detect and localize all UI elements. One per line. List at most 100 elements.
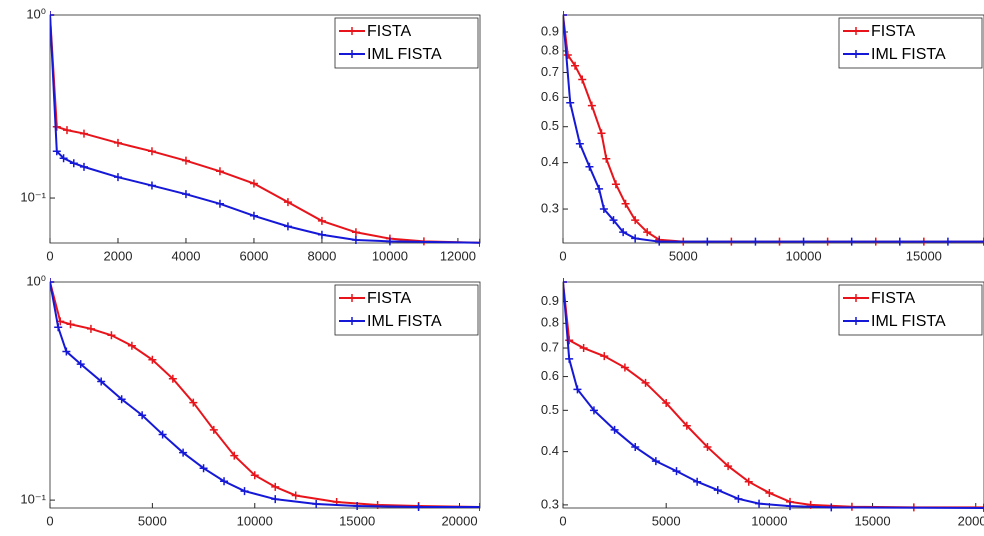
x-tick-label: 15000 — [339, 513, 375, 528]
x-tick-label: 0 — [559, 513, 566, 528]
marker — [641, 378, 650, 387]
marker — [566, 98, 575, 107]
marker — [291, 491, 300, 500]
marker — [703, 443, 712, 452]
marker — [179, 448, 188, 457]
marker — [138, 411, 147, 420]
legend-label: FISTA — [367, 23, 411, 40]
marker — [148, 355, 157, 364]
marker — [317, 216, 326, 225]
marker — [249, 179, 258, 188]
x-tick-label: 20000 — [441, 513, 477, 528]
x-tick-label: 15000 — [906, 248, 942, 263]
x-tick-label: 5000 — [652, 513, 681, 528]
plot-lines — [563, 11, 984, 246]
x-tick-label: 2000 — [104, 248, 133, 263]
marker — [54, 323, 63, 332]
marker — [414, 502, 423, 511]
y-tick-label: 0.9 — [541, 23, 559, 38]
marker — [631, 234, 640, 243]
marker — [595, 184, 604, 193]
marker — [373, 500, 382, 509]
marker — [682, 421, 691, 430]
marker — [271, 495, 280, 504]
marker — [351, 235, 360, 244]
marker — [579, 344, 588, 353]
x-tick-label: 15000 — [854, 513, 890, 528]
marker — [168, 374, 177, 383]
marker — [476, 238, 480, 247]
marker — [565, 336, 574, 345]
marker — [79, 129, 88, 138]
marker — [97, 377, 106, 386]
marker — [215, 199, 224, 208]
legend-marker — [348, 317, 356, 325]
marker — [980, 237, 984, 246]
marker — [631, 216, 640, 225]
y-tick-label: 0.7 — [541, 339, 559, 354]
x-tick-label: 10000 — [785, 248, 821, 263]
y-tick-label: 10⁰ — [26, 273, 46, 288]
legend-label: FISTA — [367, 290, 411, 307]
marker — [353, 501, 362, 510]
marker — [199, 464, 208, 473]
marker — [703, 237, 712, 246]
x-tick-label: 20000 — [958, 513, 984, 528]
marker — [786, 502, 795, 511]
marker — [621, 199, 630, 208]
y-tick-label: 0.6 — [541, 89, 559, 104]
marker — [107, 331, 116, 340]
legend-marker — [348, 294, 356, 302]
marker — [765, 488, 774, 497]
marker — [52, 122, 61, 131]
marker — [50, 278, 54, 286]
marker — [181, 190, 190, 199]
marker — [619, 228, 628, 237]
marker — [52, 147, 61, 156]
marker — [578, 75, 587, 84]
marker — [713, 486, 722, 495]
legend-label: FISTA — [871, 290, 915, 307]
marker — [620, 363, 629, 372]
marker — [602, 154, 611, 163]
legend-marker — [348, 27, 356, 35]
plot-lines — [50, 11, 480, 247]
legend-label: IML FISTA — [367, 313, 442, 330]
marker — [575, 139, 584, 148]
legend-marker — [852, 317, 860, 325]
marker — [597, 129, 606, 138]
legend-marker — [852, 50, 860, 58]
marker — [283, 198, 292, 207]
marker — [895, 237, 904, 246]
marker — [158, 430, 167, 439]
legend-marker — [852, 27, 860, 35]
marker — [147, 181, 156, 190]
marker — [980, 504, 984, 512]
y-tick-label: 0.7 — [541, 64, 559, 79]
marker — [755, 499, 764, 508]
marker — [610, 425, 619, 434]
y-tick-label: 0.5 — [541, 402, 559, 417]
marker — [827, 503, 836, 512]
marker — [751, 237, 760, 246]
marker — [283, 222, 292, 231]
legend-marker — [852, 294, 860, 302]
marker — [351, 228, 360, 237]
marker — [230, 451, 239, 460]
plot-lines — [563, 278, 984, 512]
y-tick-label: 0.4 — [541, 443, 559, 458]
marker — [86, 324, 95, 333]
y-tick-label: 10⁻¹ — [20, 492, 46, 507]
marker — [271, 482, 280, 491]
legend-box — [838, 17, 983, 69]
x-tick-label: 8000 — [307, 248, 336, 263]
marker — [240, 487, 249, 496]
marker — [50, 11, 54, 19]
x-tick-label: 6000 — [239, 248, 268, 263]
y-tick-label: 0.3 — [541, 200, 559, 215]
marker — [599, 205, 608, 214]
x-tick-label: 5000 — [669, 248, 698, 263]
marker — [215, 167, 224, 176]
y-tick-label: 0.6 — [541, 368, 559, 383]
marker — [317, 230, 326, 239]
